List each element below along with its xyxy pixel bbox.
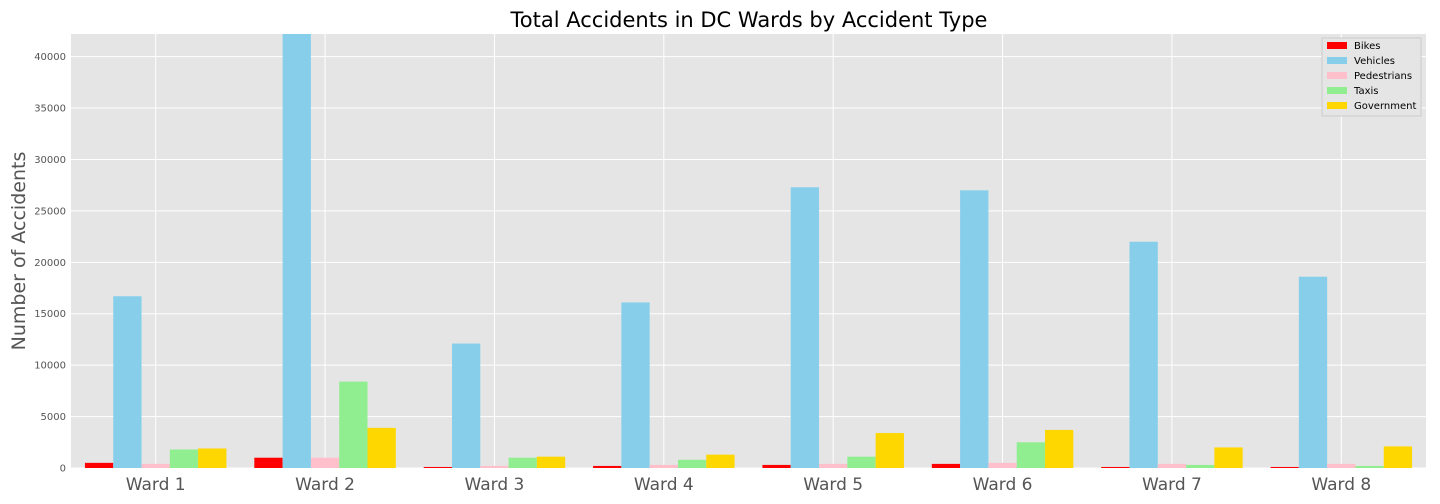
y-tick-label: 25000	[34, 206, 66, 217]
y-tick-label: 30000	[34, 155, 66, 166]
y-tick-label: 10000	[34, 361, 66, 372]
x-tick-label: Ward 6	[973, 475, 1033, 495]
bar-bikes	[762, 464, 791, 468]
legend-swatch	[1327, 42, 1347, 49]
bar-vehicles	[113, 296, 142, 468]
bar-government	[367, 427, 396, 468]
bar-bikes	[423, 466, 452, 468]
x-tick-labels: Ward 1 Ward 2 Ward 3 Ward 4 Ward 5 Ward 6 Ward…	[126, 475, 1371, 495]
bar-pedestrians	[988, 462, 1017, 468]
bar-government	[1045, 429, 1074, 468]
chart-title: Total Accidents in DC Wards by Accident …	[510, 8, 988, 32]
bar-taxis	[677, 459, 707, 468]
bar-taxis	[169, 449, 199, 468]
bar-pedestrians	[1327, 463, 1356, 468]
legend-label: Pedestrians	[1354, 71, 1412, 82]
bar-vehicles	[282, 34, 311, 468]
bar-bikes	[1270, 466, 1299, 468]
x-tick-label: Ward 8	[1311, 475, 1371, 495]
bar-vehicles	[960, 190, 989, 469]
bar-government	[706, 454, 735, 468]
bar-taxis	[847, 456, 876, 468]
bars	[84, 34, 1413, 469]
legend-label: Government	[1354, 101, 1416, 112]
bar-taxis	[508, 457, 537, 468]
bar-vehicles	[621, 302, 650, 468]
bar-vehicles	[1129, 241, 1158, 468]
y-tick-label: 20000	[34, 258, 66, 269]
y-axis-label: Number of Accidents	[8, 152, 30, 351]
bar-pedestrians	[1157, 463, 1187, 468]
y-tick-label: 40000	[34, 52, 66, 63]
bar-pedestrians	[649, 464, 678, 468]
plot-background	[71, 34, 1426, 468]
bar-government	[875, 433, 904, 468]
bar-bikes	[931, 463, 961, 468]
x-tick-label: Ward 4	[634, 475, 694, 495]
x-tick-label: Ward 5	[803, 475, 863, 495]
bar-government	[536, 456, 566, 468]
y-tick-label: 5000	[41, 412, 66, 423]
y-tick-label: 35000	[34, 104, 66, 115]
x-tick-label: Ward 3	[465, 475, 525, 495]
bar-vehicles	[1298, 276, 1328, 468]
bar-bikes	[254, 457, 283, 468]
bar-bikes	[593, 465, 622, 468]
y-tick-label: 15000	[34, 309, 66, 320]
bar-government	[1383, 446, 1413, 468]
bar-government	[1214, 447, 1243, 468]
bar-pedestrians	[819, 463, 848, 468]
y-tick-label: 0	[60, 464, 66, 475]
bar-vehicles	[451, 343, 481, 468]
legend-swatch	[1327, 87, 1347, 94]
bar-taxis	[1186, 464, 1215, 468]
legend: Bikes Vehicles Pedestrians Taxis Government	[1321, 37, 1422, 117]
y-tick-labels: 0 5000 10000 15000 20000 25000 30000 35000 40000	[34, 52, 66, 474]
bar-bikes	[84, 462, 114, 468]
legend-label: Taxis	[1353, 86, 1379, 97]
bar-pedestrians	[141, 463, 170, 468]
bar-pedestrians	[310, 457, 340, 468]
x-tick-label: Ward 1	[126, 475, 186, 495]
bar-bikes	[1101, 466, 1130, 468]
legend-label: Vehicles	[1354, 56, 1395, 67]
bar-pedestrians	[480, 465, 509, 468]
x-tick-label: Ward 2	[295, 475, 355, 495]
legend-swatch	[1327, 72, 1347, 79]
legend-label: Bikes	[1354, 41, 1380, 52]
bar-taxis	[339, 381, 368, 468]
legend-swatch	[1327, 102, 1347, 109]
bar-vehicles	[790, 187, 820, 468]
x-tick-label: Ward 7	[1142, 475, 1202, 495]
bar-government	[198, 448, 227, 468]
bar-taxis	[1016, 442, 1046, 468]
bar-taxis	[1355, 465, 1384, 468]
legend-swatch	[1327, 57, 1347, 64]
